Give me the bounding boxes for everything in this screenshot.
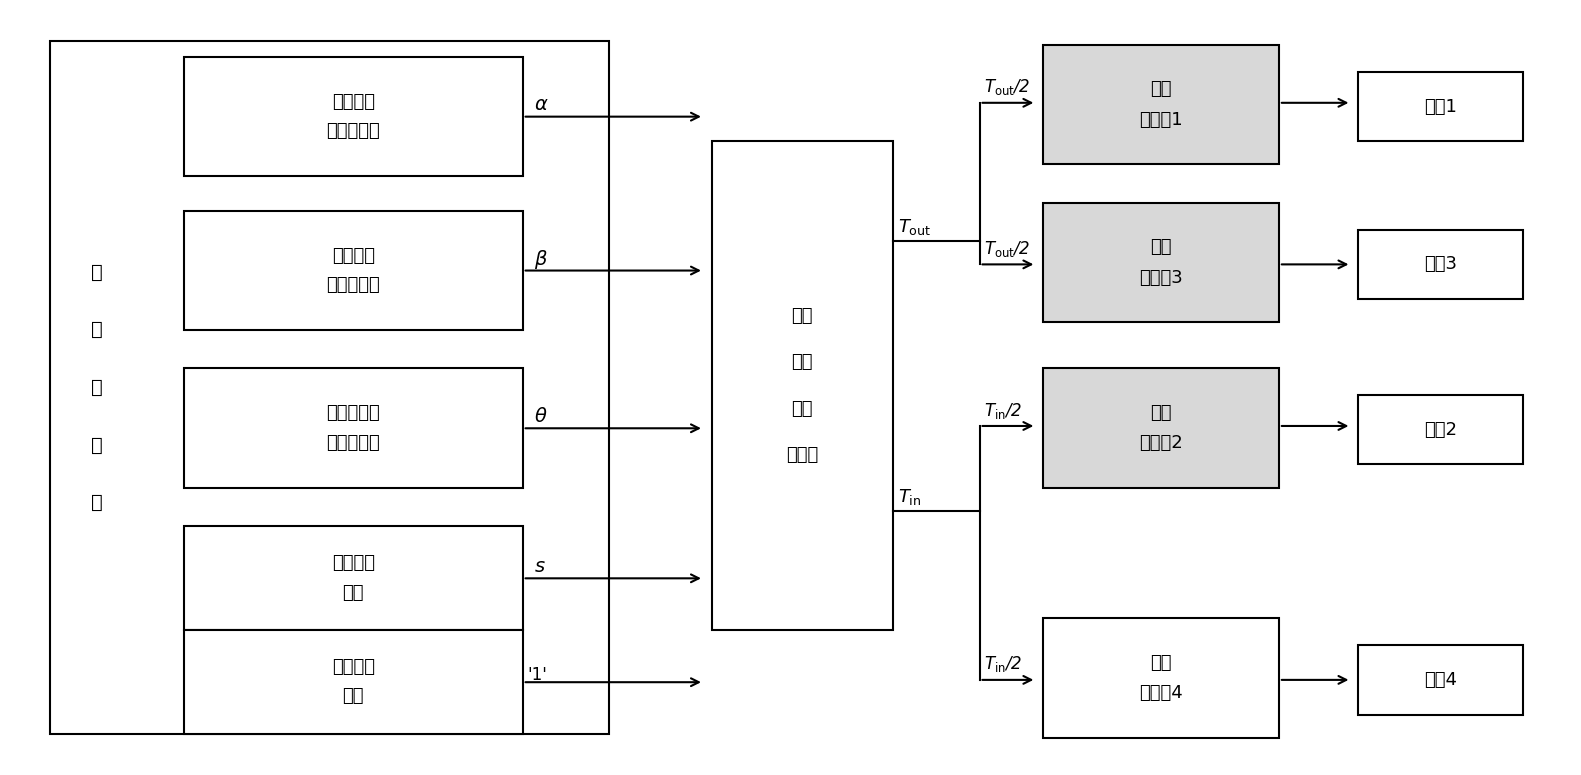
Text: '1': '1'	[528, 666, 547, 684]
Text: $T_{\mathrm{in}}$/2: $T_{\mathrm{in}}$/2	[985, 655, 1023, 674]
Text: 控制器1: 控制器1	[1138, 111, 1183, 129]
Text: 开关: 开关	[343, 584, 364, 601]
Text: $T_{\mathrm{out}}$: $T_{\mathrm{out}}$	[898, 218, 931, 237]
Text: 滑动: 滑动	[792, 308, 813, 326]
Bar	[1042, 203, 1279, 322]
Bar	[1358, 395, 1523, 464]
Bar	[1358, 229, 1523, 299]
Text: 电子档位: 电子档位	[332, 554, 375, 572]
Text: $T_{\mathrm{in}}$: $T_{\mathrm{in}}$	[898, 487, 922, 507]
Text: 分配器: 分配器	[786, 446, 819, 463]
Bar	[1042, 618, 1279, 738]
Text: 模: 模	[92, 436, 103, 455]
Text: 方向盘转角: 方向盘转角	[326, 405, 379, 422]
Text: 驶: 驶	[92, 320, 103, 339]
Text: 制动踏板: 制动踏板	[332, 246, 375, 264]
Text: 驾: 驾	[92, 263, 103, 281]
Text: 位移传感器: 位移传感器	[326, 276, 379, 294]
Bar	[183, 526, 523, 630]
Text: 转矩: 转矩	[792, 400, 813, 418]
Text: 控制器2: 控制器2	[1138, 434, 1183, 453]
Bar	[183, 630, 523, 734]
Text: $\theta$: $\theta$	[534, 407, 547, 426]
Text: 电机: 电机	[1149, 238, 1172, 256]
Bar	[183, 57, 523, 176]
Text: 电机2: 电机2	[1424, 421, 1456, 439]
Text: 位移传感器: 位移传感器	[326, 122, 379, 140]
Bar	[1042, 45, 1279, 164]
Bar	[1358, 72, 1523, 141]
Bar	[183, 211, 523, 330]
Text: 开关: 开关	[343, 687, 364, 705]
Text: 转向模式: 转向模式	[332, 658, 375, 677]
Text: 电机1: 电机1	[1424, 98, 1456, 115]
Text: 加速踏板: 加速踏板	[332, 93, 375, 111]
Text: 转向: 转向	[792, 353, 813, 371]
Text: $T_{\mathrm{in}}$/2: $T_{\mathrm{in}}$/2	[985, 401, 1023, 421]
Text: 电机: 电机	[1149, 81, 1172, 98]
Text: 电机: 电机	[1149, 653, 1172, 672]
Bar	[183, 368, 523, 487]
Text: $T_{\mathrm{out}}$/2: $T_{\mathrm{out}}$/2	[985, 239, 1031, 259]
Text: 员: 员	[92, 378, 103, 397]
Text: $\alpha$: $\alpha$	[534, 96, 549, 114]
Text: 型: 型	[92, 494, 103, 512]
Text: 电机: 电机	[1149, 404, 1172, 422]
Text: $s$: $s$	[534, 558, 545, 576]
Text: 位移传感器: 位移传感器	[326, 433, 379, 452]
Text: $T_{\mathrm{out}}$/2: $T_{\mathrm{out}}$/2	[985, 78, 1031, 98]
Text: 电机4: 电机4	[1424, 671, 1456, 689]
Text: 电机3: 电机3	[1424, 256, 1456, 274]
Bar	[711, 141, 893, 630]
Bar	[51, 41, 609, 734]
Bar	[1358, 646, 1523, 715]
Text: $\beta$: $\beta$	[534, 247, 547, 270]
Bar	[1042, 368, 1279, 487]
Text: 控制器4: 控制器4	[1138, 684, 1183, 702]
Text: 控制器3: 控制器3	[1138, 269, 1183, 287]
